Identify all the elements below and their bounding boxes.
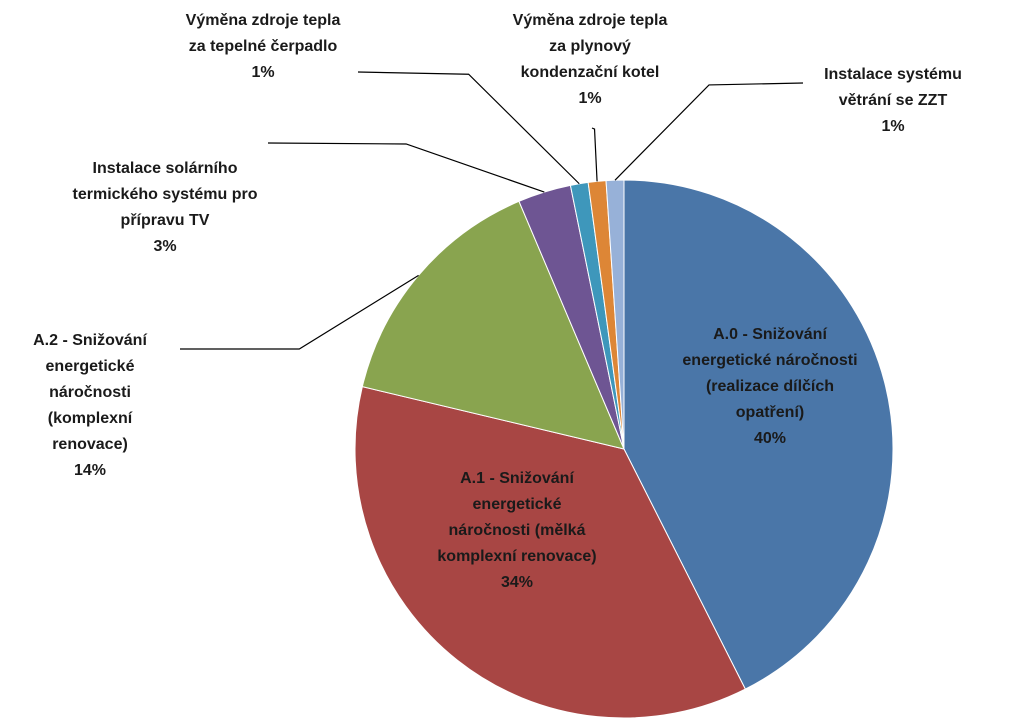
category-label: Výměna zdroje tepla za plynový kondenzač… xyxy=(512,12,668,81)
leader-line xyxy=(357,71,580,185)
category-label: Instalace solárního termického systému p… xyxy=(72,160,258,229)
value-label: 40% xyxy=(753,430,787,447)
slice-label: A.1 - Snižování energetické náročnosti (… xyxy=(432,466,602,596)
slice-label: A.2 - Snižování energetické náročnosti (… xyxy=(14,328,166,484)
value-label: 14% xyxy=(73,462,107,479)
slice-label: Výměna zdroje tepla za plynový kondenzač… xyxy=(504,8,676,112)
category-label: A.0 - Snižování energetické náročnosti (… xyxy=(682,326,858,421)
pie-slice xyxy=(605,179,625,450)
leader-line xyxy=(267,142,545,193)
category-label: A.2 - Snižování energetické náročnosti (… xyxy=(33,332,147,453)
leader-line xyxy=(180,274,419,350)
leader-line xyxy=(591,127,598,182)
slice-label: Výměna zdroje tepla za tepelné čerpadlo 1… xyxy=(182,8,344,86)
value-label: 3% xyxy=(153,238,177,255)
slice-label: Instalace solárního termického systému p… xyxy=(66,156,264,260)
category-label: Instalace systému větrání se ZZT xyxy=(824,66,962,109)
pie-slice xyxy=(361,200,625,450)
value-label: 1% xyxy=(881,118,905,135)
slice-label: Instalace systému větrání se ZZT 1% xyxy=(807,62,979,140)
category-label: A.1 - Snižování energetické náročnosti (… xyxy=(437,470,597,565)
pie-slice xyxy=(623,179,894,690)
leader-line xyxy=(614,82,804,181)
slice-label: A.0 - Snižování energetické náročnosti (… xyxy=(678,322,863,452)
pie-slice xyxy=(354,386,746,719)
category-label: Výměna zdroje tepla za tepelné čerpadlo xyxy=(185,12,341,55)
value-label: 1% xyxy=(578,90,602,107)
value-label: 1% xyxy=(251,64,275,81)
value-label: 34% xyxy=(500,574,534,591)
